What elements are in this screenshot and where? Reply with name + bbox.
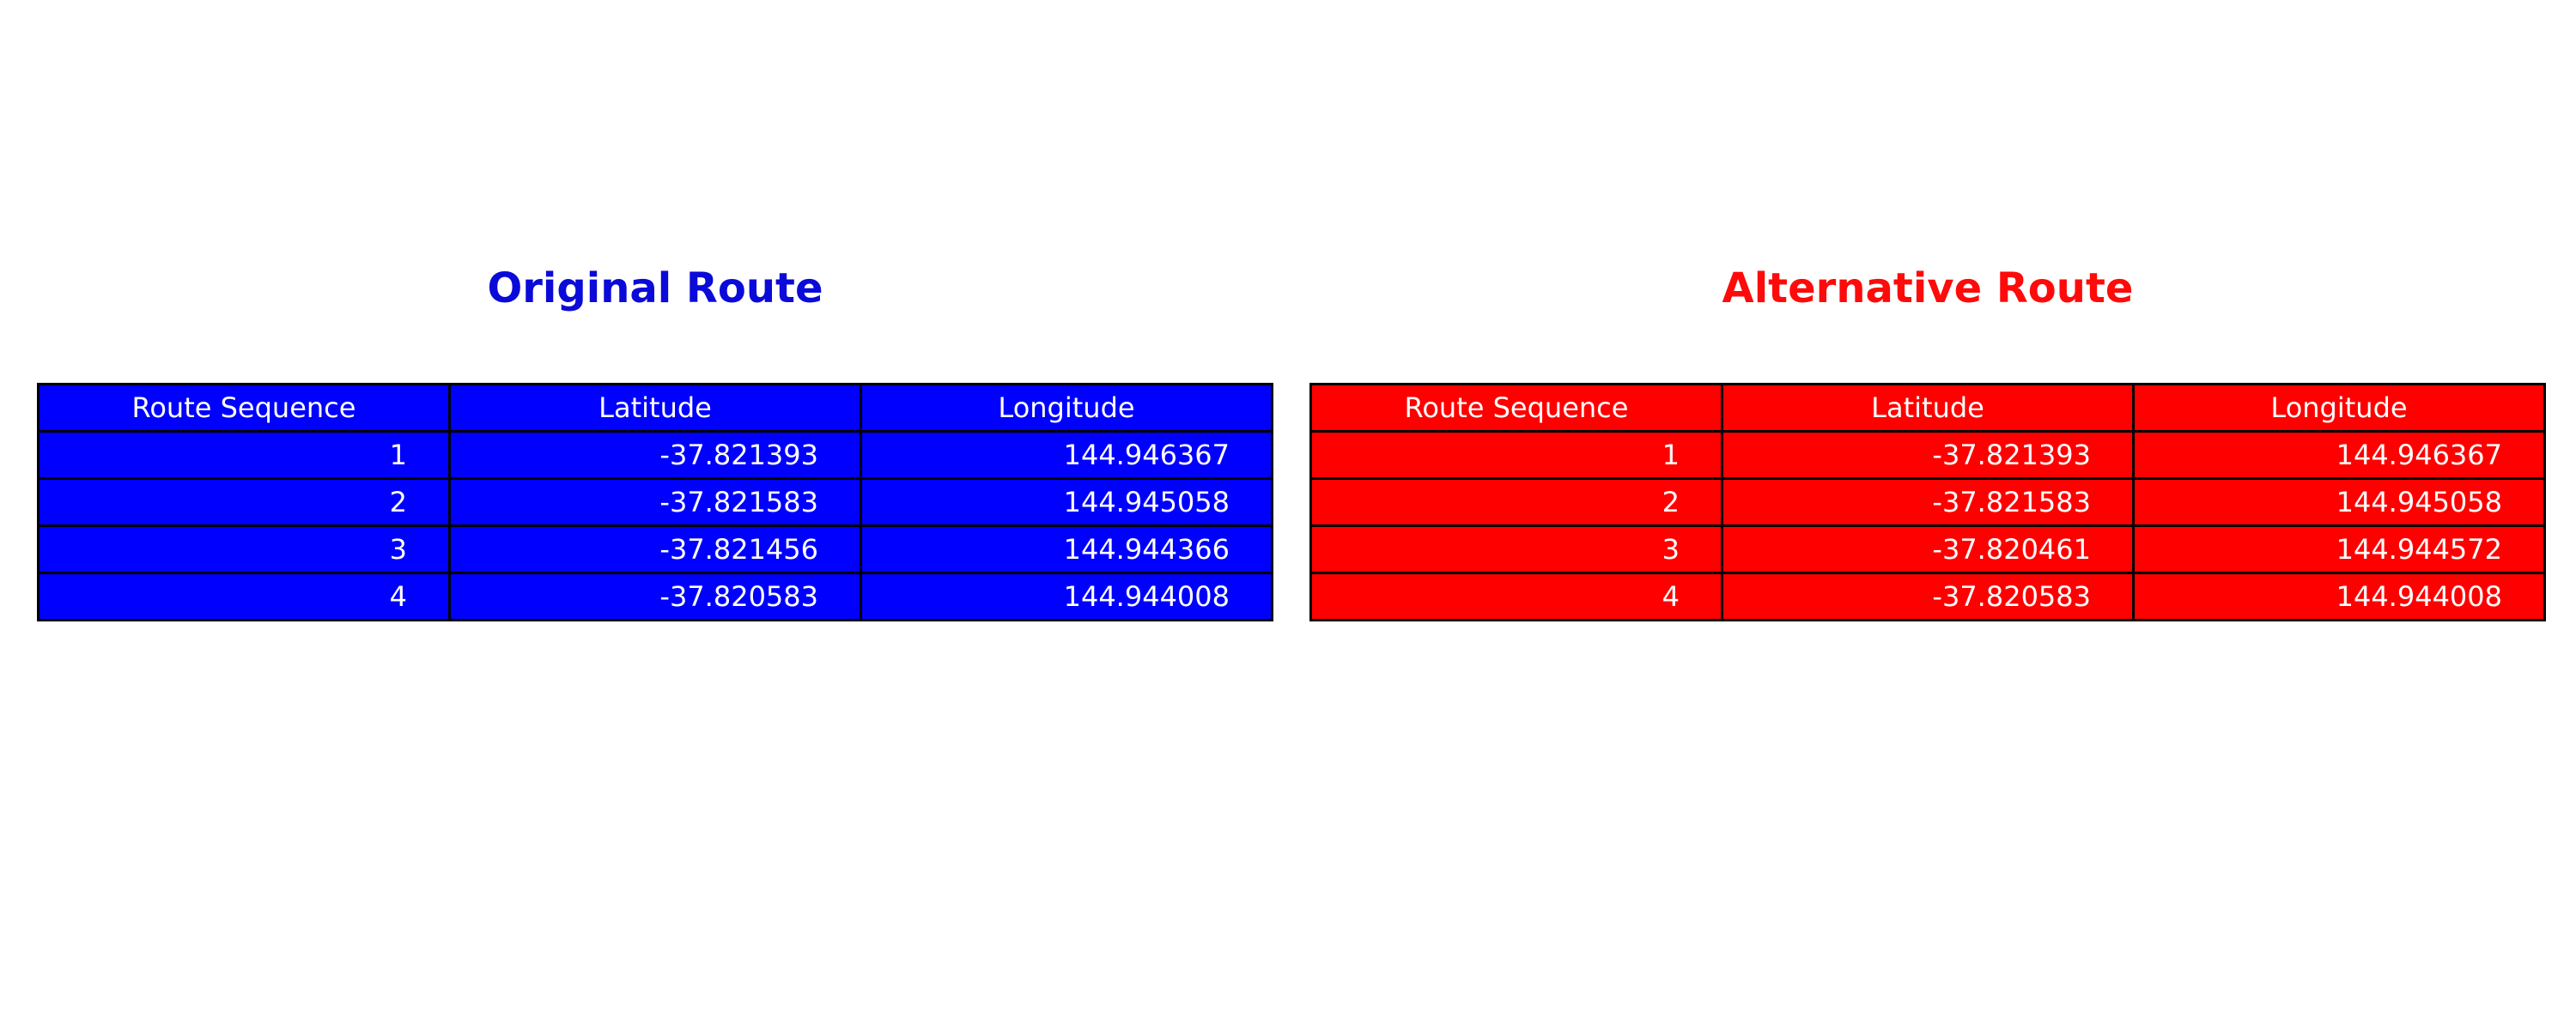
- table-header-row: Route Sequence Latitude Longitude: [37, 383, 1273, 433]
- table-cell: 1: [1309, 430, 1723, 480]
- table-cell: -37.820583: [1721, 572, 2135, 621]
- column-header: Latitude: [1721, 383, 2135, 433]
- table-row: 2 -37.821583 144.945058: [37, 477, 1273, 527]
- table-cell: 144.944008: [860, 572, 1273, 621]
- table-row: 3 -37.820461 144.944572: [1309, 524, 2546, 574]
- column-header: Longitude: [2132, 383, 2546, 433]
- table-cell: 3: [1309, 524, 1723, 574]
- table-cell: -37.820461: [1721, 524, 2135, 574]
- table-cell: -37.821393: [1721, 430, 2135, 480]
- table-cell: 144.944008: [2132, 572, 2546, 621]
- table-cell: 2: [1309, 477, 1723, 527]
- table-row: 3 -37.821456 144.944366: [37, 524, 1273, 574]
- table-cell: 4: [1309, 572, 1723, 621]
- table-cell: 144.946367: [2132, 430, 2546, 480]
- table-cell: -37.821456: [448, 524, 862, 574]
- table-row: 4 -37.820583 144.944008: [1309, 572, 2546, 621]
- table-cell: -37.821583: [448, 477, 862, 527]
- table-cell: 4: [37, 572, 451, 621]
- column-header: Latitude: [448, 383, 862, 433]
- column-header: Longitude: [860, 383, 1273, 433]
- table-cell: 144.945058: [860, 477, 1273, 527]
- alternative-route-title: Alternative Route: [1722, 264, 2134, 312]
- table-cell: -37.820583: [448, 572, 862, 621]
- original-route-table: Route Sequence Latitude Longitude 1 -37.821…: [37, 383, 1273, 621]
- table-row: 2 -37.821583 144.945058: [1309, 477, 2546, 527]
- table-row: 1 -37.821393 144.946367: [1309, 430, 2546, 480]
- table-cell: 144.946367: [860, 430, 1273, 480]
- table-cell: 144.944366: [860, 524, 1273, 574]
- original-route-title: Original Route: [487, 264, 823, 312]
- table-header-row: Route Sequence Latitude Longitude: [1309, 383, 2546, 433]
- table-cell: 144.944572: [2132, 524, 2546, 574]
- column-header: Route Sequence: [1309, 383, 1723, 433]
- table-cell: 3: [37, 524, 451, 574]
- alternative-route-table: Route Sequence Latitude Longitude 1 -37.821…: [1309, 383, 2546, 621]
- table-row: 1 -37.821393 144.946367: [37, 430, 1273, 480]
- alternative-route-panel: Alternative Route Route Sequence Latitude…: [1309, 0, 2546, 1030]
- table-cell: -37.821393: [448, 430, 862, 480]
- original-route-panel: Original Route Route Sequence Latitude Lon…: [37, 0, 1273, 1030]
- table-cell: 1: [37, 430, 451, 480]
- table-row: 4 -37.820583 144.944008: [37, 572, 1273, 621]
- column-header: Route Sequence: [37, 383, 451, 433]
- table-cell: 144.945058: [2132, 477, 2546, 527]
- table-cell: -37.821583: [1721, 477, 2135, 527]
- table-cell: 2: [37, 477, 451, 527]
